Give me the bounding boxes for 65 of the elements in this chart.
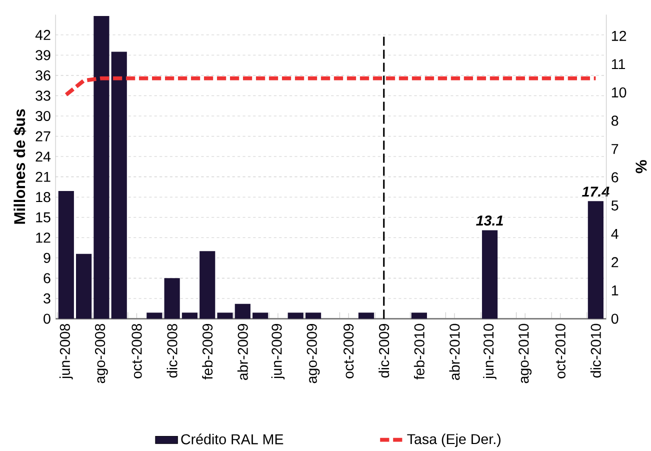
x-tick-label: dic-2008 bbox=[166, 324, 178, 378]
y-tick-label: 30 bbox=[36, 110, 50, 121]
x-tick-label: ago-2008 bbox=[94, 324, 108, 383]
x-tick-label: oct-2010 bbox=[555, 324, 566, 378]
y-tick-label: 3 bbox=[44, 293, 50, 304]
y-tick-label: 0 bbox=[44, 314, 50, 324]
x-tick-label: oct-2009 bbox=[344, 324, 354, 378]
legend-label: Crédito RAL ME bbox=[181, 434, 284, 444]
x-tick-label: jun-2009 bbox=[271, 324, 285, 380]
y-tick-label: 18 bbox=[36, 192, 50, 202]
bar bbox=[200, 250, 216, 319]
bar bbox=[164, 278, 180, 319]
bar bbox=[94, 16, 110, 319]
y2-tick-label: 4 bbox=[611, 228, 618, 239]
y2-tick-label: 0 bbox=[611, 314, 618, 324]
x-tick-label: abr-2010 bbox=[449, 324, 460, 380]
y2-tick-label: 10 bbox=[612, 87, 626, 98]
y2-tick-label: 1 bbox=[612, 285, 618, 296]
bar bbox=[482, 230, 498, 319]
x-tick-label: jun-2008 bbox=[59, 324, 73, 380]
y2-tick-label: 11 bbox=[612, 59, 626, 69]
data-label: 17.4 bbox=[582, 186, 610, 196]
y-tick-label: 9 bbox=[44, 252, 50, 263]
y2-tick-label: 5 bbox=[611, 200, 618, 210]
x-tick-label: jun-2010 bbox=[483, 324, 496, 380]
y2-axis-title: % bbox=[636, 160, 647, 174]
y-tick-label: 15 bbox=[36, 212, 50, 222]
y-tick-label: 24 bbox=[36, 151, 51, 162]
bar bbox=[111, 52, 127, 319]
bar bbox=[76, 254, 92, 319]
bar bbox=[58, 190, 74, 319]
legend-label: Tasa (Eje Der.) bbox=[407, 434, 500, 447]
bar bbox=[411, 312, 427, 319]
bar bbox=[234, 304, 250, 319]
x-tick-label: dic-2009 bbox=[378, 324, 390, 378]
y-axis-title: Millones de $us bbox=[13, 109, 26, 224]
bar bbox=[588, 200, 604, 319]
y-tick-label: 33 bbox=[36, 90, 50, 101]
x-tick-label: feb-2009 bbox=[202, 324, 213, 380]
bar bbox=[217, 312, 233, 319]
x-tick-label: dic-2010 bbox=[590, 324, 601, 378]
x-tick-label: ago-2010 bbox=[518, 324, 532, 383]
y-tick-label: 6 bbox=[44, 272, 50, 284]
y2-tick-label: 2 bbox=[612, 257, 618, 267]
x-tick-label: abr-2009 bbox=[237, 324, 248, 380]
bar bbox=[305, 312, 322, 319]
bar bbox=[288, 312, 304, 319]
y-tick-label: 12 bbox=[36, 232, 50, 242]
bar bbox=[358, 312, 374, 319]
y2-tick-label: 8 bbox=[611, 115, 618, 126]
x-tick-label: feb-2010 bbox=[414, 324, 424, 380]
bar bbox=[146, 312, 162, 319]
y2-tick-label: 6 bbox=[612, 172, 618, 182]
bar bbox=[182, 312, 198, 319]
bar bbox=[252, 312, 268, 319]
x-tick-label: oct-2008 bbox=[132, 324, 142, 378]
y-tick-label: 27 bbox=[36, 131, 50, 142]
x-tick-label: ago-2009 bbox=[306, 324, 320, 383]
y-tick-label: 42 bbox=[35, 30, 50, 40]
data-label: 13.1 bbox=[476, 215, 503, 226]
y-tick-label: 39 bbox=[36, 50, 50, 60]
y2-tick-label: 7 bbox=[612, 144, 618, 154]
y-tick-label: 21 bbox=[36, 172, 50, 182]
y-tick-label: 36 bbox=[36, 70, 50, 80]
y2-tick-label: 12 bbox=[612, 30, 626, 41]
